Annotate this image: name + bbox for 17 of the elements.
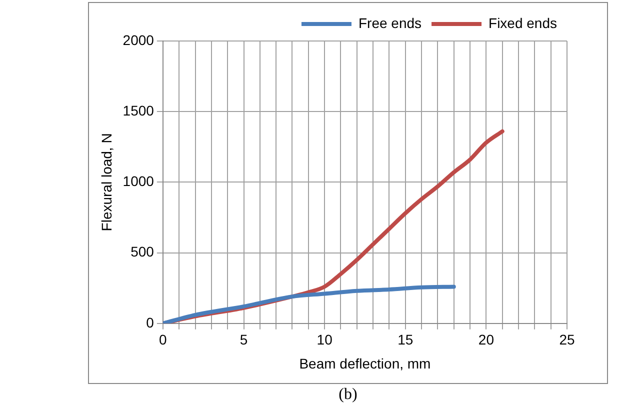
y-tick-label: 2000 bbox=[122, 32, 154, 48]
x-tick-label: 10 bbox=[316, 332, 333, 348]
line-series bbox=[162, 284, 456, 324]
y-tick-label: 500 bbox=[130, 244, 154, 260]
y-tick-label: 0 bbox=[146, 314, 154, 330]
text: (b) bbox=[338, 386, 358, 404]
y-axis-title: Flexural load, N bbox=[98, 133, 114, 232]
legend-label: Fixed ends bbox=[488, 14, 557, 31]
x-axis-title: Beam deflection, mm bbox=[299, 355, 431, 372]
x-tick-label: 0 bbox=[159, 332, 168, 348]
x-tick-label: 5 bbox=[240, 332, 248, 348]
legend-label: Free ends bbox=[358, 14, 422, 31]
x-tick-label: 25 bbox=[559, 332, 575, 348]
y-tick-label: 1500 bbox=[122, 102, 154, 118]
y-tick-label: 1000 bbox=[122, 173, 154, 190]
x-tick-label: 20 bbox=[478, 332, 494, 348]
x-tick-label: 15 bbox=[398, 332, 414, 348]
